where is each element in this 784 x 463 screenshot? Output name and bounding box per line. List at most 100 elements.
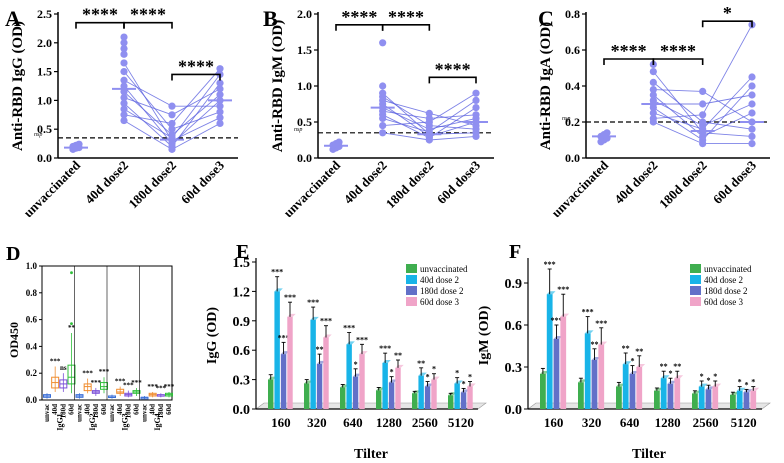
y-tick-label: 1.2 — [233, 285, 251, 300]
sig-label: **** — [660, 41, 696, 61]
y-tick-label: 0.6 — [505, 319, 523, 334]
pair-line — [123, 79, 173, 107]
sig-label: *** — [115, 378, 126, 386]
y-tick-label: 0.2 — [26, 368, 38, 378]
bar — [395, 367, 401, 409]
data-point — [748, 91, 756, 99]
data-point — [216, 108, 224, 116]
bar — [667, 383, 674, 409]
data-point — [699, 100, 707, 108]
x-tick-label: 60d dose3 — [710, 157, 760, 207]
data-point — [649, 109, 657, 117]
bar — [743, 392, 750, 409]
sig-label: *** — [131, 379, 142, 387]
bar — [310, 319, 316, 409]
bar-top — [654, 387, 663, 391]
bar-top — [698, 383, 708, 387]
data-point — [120, 93, 128, 102]
bar — [412, 393, 418, 409]
bar — [578, 382, 584, 409]
bar — [287, 316, 293, 409]
data-point — [472, 96, 480, 104]
x-axis-label: Tilter — [354, 447, 388, 462]
pair-line — [429, 107, 477, 139]
outlier-point — [70, 322, 73, 326]
sig-label: **** — [435, 59, 471, 79]
data-point — [379, 89, 387, 97]
pair-line — [171, 68, 221, 124]
box-label: 180d — [157, 404, 165, 419]
y-tick-label: 0.0 — [565, 151, 580, 165]
pair-line — [382, 132, 430, 141]
bar — [274, 291, 280, 409]
y-tick-label: 0.3 — [505, 361, 523, 376]
pair-line — [171, 111, 221, 130]
y-tick-label: 0.8 — [565, 7, 580, 21]
data-point — [649, 114, 657, 122]
sig-label: ** — [622, 344, 630, 353]
pair-line — [429, 135, 477, 141]
bar-top — [736, 387, 746, 391]
bar-top — [268, 376, 277, 380]
pair-line — [702, 132, 753, 137]
data-point — [168, 125, 176, 133]
y-tick-label: 0.9 — [233, 315, 251, 330]
subgroup-label: IgG1 — [55, 413, 64, 430]
bar — [730, 395, 736, 409]
panel-label: A — [5, 6, 21, 31]
bar-top — [395, 364, 404, 368]
bar-top — [346, 341, 355, 345]
sig-label: **** — [611, 41, 647, 61]
pair-line — [702, 94, 753, 105]
subgroup-label: IgG2 — [88, 413, 97, 430]
data-point — [748, 73, 756, 81]
y-tick-label: 0.0 — [505, 403, 523, 418]
data-point — [425, 109, 433, 117]
data-point — [379, 122, 387, 130]
y-tick-label: 2.0 — [37, 36, 52, 50]
bar — [654, 390, 660, 409]
pair-line — [382, 92, 430, 135]
box-label: 60d — [100, 404, 108, 415]
bar — [340, 387, 346, 409]
sig-label: ** — [316, 345, 324, 354]
sig-label: ** — [394, 351, 402, 360]
x-tick-label: 320 — [582, 415, 602, 430]
sig-label: ** — [590, 340, 598, 349]
sig-label: *** — [156, 384, 167, 392]
data-point — [120, 88, 128, 96]
data-point — [472, 111, 480, 119]
x-tick-label: 40d dose2 — [341, 158, 390, 207]
legend-swatch — [690, 286, 701, 295]
pair-line — [429, 92, 477, 123]
bar — [304, 383, 310, 409]
legend-label: 40d dose 2 — [704, 275, 743, 285]
x-tick-label: 60d dose3 — [178, 157, 228, 207]
x-tick-label: 180d dose2 — [125, 158, 179, 212]
bar — [280, 354, 287, 409]
y-tick-label: 0.5 — [297, 115, 312, 129]
sig-label: *** — [320, 317, 332, 326]
panel-a: A 0.0 0.5 1.0 1.5 2.0 2.5 Anti-RBD IgG (OD) nsp u… — [5, 5, 238, 220]
data-point — [379, 129, 387, 137]
bar-top — [705, 386, 715, 390]
legend-swatch — [690, 275, 701, 284]
y-tick-label: 0.5 — [37, 122, 52, 136]
bar-top — [553, 336, 563, 339]
bar-top — [424, 383, 434, 387]
data-point — [120, 44, 128, 53]
bar — [636, 367, 643, 409]
pair-line — [702, 76, 753, 130]
cutoff-label: nsp — [562, 116, 570, 122]
bar-top — [431, 376, 440, 380]
bar — [546, 294, 553, 409]
legend-swatch — [690, 297, 701, 306]
x-tick-label: 640 — [343, 415, 363, 430]
y-tick-label: 2.5 — [37, 7, 52, 21]
box-label: unvac — [43, 404, 51, 422]
sig-label: *** — [595, 319, 607, 328]
box-label: unvac — [108, 404, 116, 422]
sig-label: **** — [388, 7, 424, 27]
